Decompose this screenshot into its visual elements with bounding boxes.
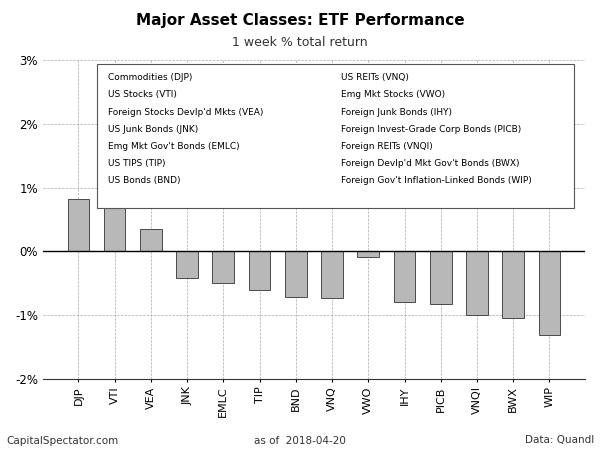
Text: as of  2018-04-20: as of 2018-04-20: [254, 436, 346, 446]
Text: US Bonds (BND): US Bonds (BND): [108, 176, 181, 185]
Text: Foreign Gov't Inflation-Linked Bonds (WIP): Foreign Gov't Inflation-Linked Bonds (WI…: [341, 176, 532, 185]
Bar: [539, 252, 560, 335]
Text: 1 week % total return: 1 week % total return: [232, 36, 368, 49]
FancyBboxPatch shape: [97, 64, 574, 208]
Bar: [104, 206, 125, 252]
Bar: [212, 252, 234, 283]
Text: Foreign Junk Bonds (IHY): Foreign Junk Bonds (IHY): [341, 108, 452, 117]
Bar: [321, 252, 343, 298]
Text: Major Asset Classes: ETF Performance: Major Asset Classes: ETF Performance: [136, 14, 464, 28]
Text: Data: Quandl: Data: Quandl: [525, 436, 594, 446]
Text: US Stocks (VTI): US Stocks (VTI): [108, 90, 177, 99]
Text: US Junk Bonds (JNK): US Junk Bonds (JNK): [108, 125, 198, 134]
Bar: [248, 252, 271, 290]
Bar: [140, 229, 162, 252]
Text: Foreign Invest-Grade Corp Bonds (PICB): Foreign Invest-Grade Corp Bonds (PICB): [341, 125, 521, 134]
Bar: [358, 252, 379, 256]
Bar: [502, 252, 524, 318]
Text: Foreign REITs (VNQI): Foreign REITs (VNQI): [341, 142, 433, 151]
Text: Foreign Devlp'd Mkt Gov't Bonds (BWX): Foreign Devlp'd Mkt Gov't Bonds (BWX): [341, 159, 520, 168]
Bar: [466, 252, 488, 315]
Text: Emg Mkt Stocks (VWO): Emg Mkt Stocks (VWO): [341, 90, 445, 99]
Text: Commodities (DJP): Commodities (DJP): [108, 73, 192, 82]
Text: Emg Mkt Gov't Bonds (EMLC): Emg Mkt Gov't Bonds (EMLC): [108, 142, 239, 151]
Bar: [394, 252, 415, 302]
Bar: [68, 199, 89, 252]
Bar: [430, 252, 452, 304]
Text: US TIPS (TIP): US TIPS (TIP): [108, 159, 166, 168]
Bar: [176, 252, 198, 278]
Text: Foreign Stocks Devlp'd Mkts (VEA): Foreign Stocks Devlp'd Mkts (VEA): [108, 108, 263, 117]
Text: US REITs (VNQ): US REITs (VNQ): [341, 73, 409, 82]
Bar: [285, 252, 307, 297]
Text: CapitalSpectator.com: CapitalSpectator.com: [6, 436, 118, 446]
